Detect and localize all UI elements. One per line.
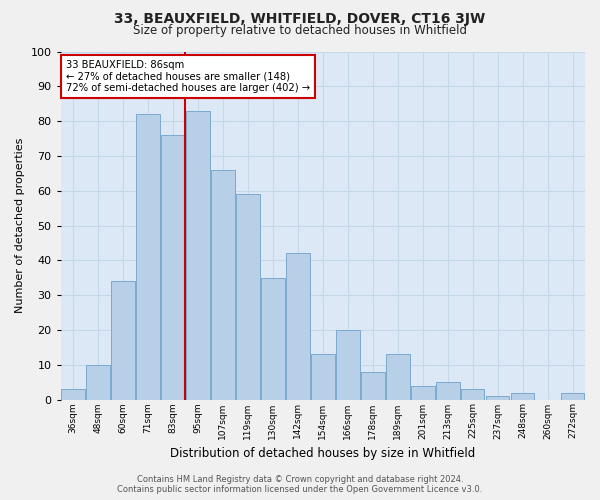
Bar	[286, 254, 310, 400]
Bar	[136, 114, 160, 400]
Bar	[261, 278, 285, 400]
Bar	[236, 194, 260, 400]
Bar	[186, 110, 210, 400]
Bar	[111, 281, 135, 400]
Bar	[560, 392, 584, 400]
Bar	[361, 372, 385, 400]
Bar	[386, 354, 410, 400]
X-axis label: Distribution of detached houses by size in Whitfield: Distribution of detached houses by size …	[170, 447, 475, 460]
Text: 33 BEAUXFIELD: 86sqm
← 27% of detached houses are smaller (148)
72% of semi-deta: 33 BEAUXFIELD: 86sqm ← 27% of detached h…	[66, 60, 310, 94]
Bar	[86, 364, 110, 400]
Bar	[461, 389, 484, 400]
Text: 33, BEAUXFIELD, WHITFIELD, DOVER, CT16 3JW: 33, BEAUXFIELD, WHITFIELD, DOVER, CT16 3…	[115, 12, 485, 26]
Bar	[336, 330, 359, 400]
Bar	[411, 386, 434, 400]
Bar	[486, 396, 509, 400]
Bar	[161, 135, 185, 400]
Text: Contains HM Land Registry data © Crown copyright and database right 2024.
Contai: Contains HM Land Registry data © Crown c…	[118, 474, 482, 494]
Bar	[211, 170, 235, 400]
Bar	[436, 382, 460, 400]
Text: Size of property relative to detached houses in Whitfield: Size of property relative to detached ho…	[133, 24, 467, 37]
Bar	[311, 354, 335, 400]
Bar	[511, 392, 535, 400]
Bar	[61, 389, 85, 400]
Y-axis label: Number of detached properties: Number of detached properties	[15, 138, 25, 313]
